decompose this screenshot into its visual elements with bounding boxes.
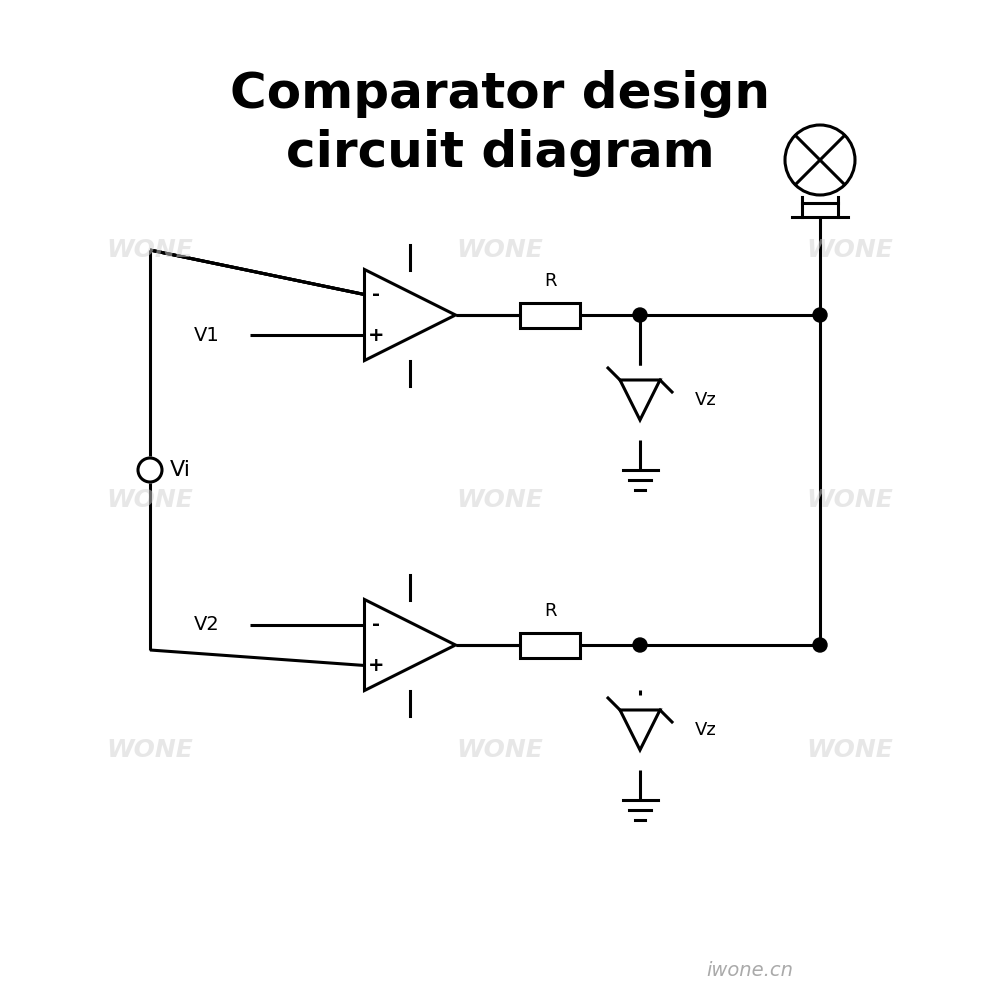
Text: -: - [372,285,380,304]
Text: -: - [372,615,380,634]
Circle shape [633,638,647,652]
Text: R: R [544,272,556,290]
Circle shape [813,638,827,652]
Circle shape [813,308,827,322]
Text: V2: V2 [194,615,220,634]
Polygon shape [620,380,660,420]
Text: WONE: WONE [107,488,193,512]
Text: WONE: WONE [107,738,193,762]
Bar [520,633,580,658]
Text: +: + [368,326,385,345]
Text: WONE: WONE [107,238,193,262]
Text: WONE: WONE [807,738,893,762]
Text: R: R [544,602,556,620]
Circle shape [633,308,647,322]
Text: +: + [368,656,385,675]
Text: WONE: WONE [457,238,543,262]
Text: Comparator design
circuit diagram: Comparator design circuit diagram [230,70,770,177]
Text: Vz: Vz [695,391,717,409]
Text: WONE: WONE [807,238,893,262]
Text: WONE: WONE [457,488,543,512]
Text: V1: V1 [194,326,220,345]
Circle shape [138,458,162,482]
Text: WONE: WONE [807,488,893,512]
Polygon shape [620,710,660,750]
Text: WONE: WONE [457,738,543,762]
Text: iwone.cn: iwone.cn [706,960,794,980]
Text: Vz: Vz [695,721,717,739]
Text: Vi: Vi [170,460,191,480]
Bar [520,302,580,328]
